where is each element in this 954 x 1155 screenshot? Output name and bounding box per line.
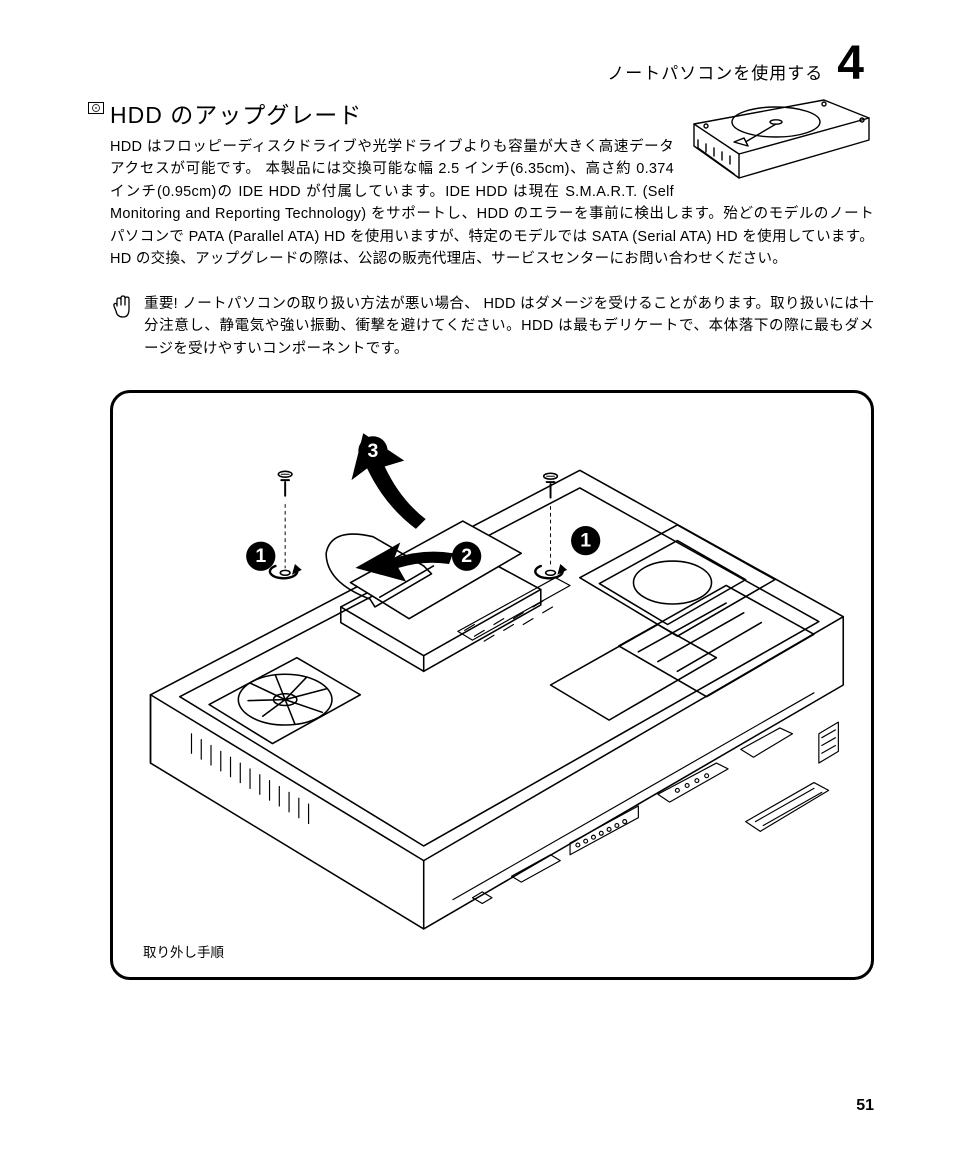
chapter-title: ノートパソコンを使用する — [607, 59, 823, 84]
step-badge-3: 3 — [368, 440, 379, 462]
chapter-number: 4 — [837, 40, 864, 88]
laptop-internals-diagram-icon: 1 2 3 1 — [131, 411, 853, 959]
step-badge-2: 2 — [461, 545, 472, 567]
page: ノートパソコンを使用する 4 HDD の — [0, 0, 954, 1155]
section-hdd-upgrade: HDD のアップグレード HDD はフロッピーディスクドライブや光学ドライブより… — [110, 96, 874, 271]
step-badge-1-right: 1 — [580, 530, 591, 552]
important-callout: 重要! ノートパソコンの取り扱い方法が悪い場合、 HDD はダメージを受けること… — [110, 293, 874, 360]
hdd-section-icon — [88, 102, 104, 114]
callout-text: 重要! ノートパソコンの取り扱い方法が悪い場合、 HDD はダメージを受けること… — [144, 293, 874, 360]
removal-procedure-figure: 1 2 3 1 取り外し手順 — [110, 390, 874, 980]
chapter-header: ノートパソコンを使用する 4 — [110, 40, 874, 88]
hdd-illustration-icon — [684, 96, 874, 186]
page-number: 51 — [856, 1097, 874, 1115]
figure-caption: 取り外し手順 — [143, 941, 224, 961]
hand-stop-icon — [112, 295, 132, 319]
step-badge-1-left: 1 — [255, 545, 266, 567]
